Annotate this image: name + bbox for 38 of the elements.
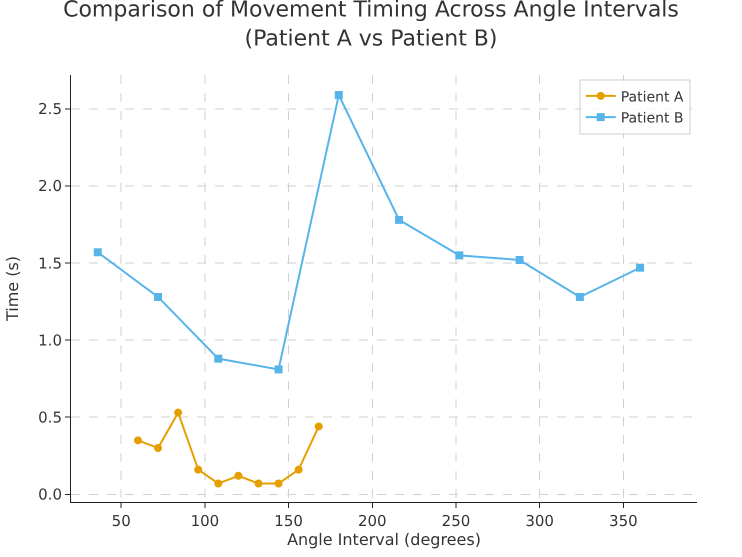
point <box>516 256 524 264</box>
point <box>94 248 102 256</box>
x-tick-label: 100 <box>190 512 220 530</box>
y-tick-label: 0.0 <box>38 486 62 504</box>
legend-label: Patient A <box>620 89 684 106</box>
point <box>154 292 162 301</box>
legend-label: Patient B <box>620 110 684 127</box>
x-tick-label: 50 <box>112 512 131 530</box>
point <box>395 216 404 224</box>
point <box>294 466 303 474</box>
x-tick-label: 300 <box>525 512 554 530</box>
x-tick-label: 200 <box>358 512 387 530</box>
point <box>455 251 464 260</box>
x-tick-label: 350 <box>609 512 638 530</box>
point <box>154 444 162 452</box>
y-tick-label: 1.5 <box>38 254 62 272</box>
point <box>214 480 222 488</box>
y-tick-label: 1.0 <box>38 331 62 350</box>
point <box>174 408 182 417</box>
point <box>234 472 242 480</box>
point <box>274 365 283 374</box>
y-tick-label: 2.0 <box>38 177 62 196</box>
point <box>194 466 202 474</box>
y-tick-label: 2.5 <box>38 100 62 118</box>
point <box>334 91 343 100</box>
point <box>576 292 584 301</box>
x-axis-title: Angle Interval (degrees) <box>287 530 481 549</box>
point <box>314 422 323 430</box>
y-axis-title: Time (s) <box>3 256 22 322</box>
y-tick-label: 0.5 <box>38 408 62 426</box>
point <box>254 480 262 488</box>
point <box>134 436 142 444</box>
x-tick-label: 150 <box>274 512 303 530</box>
point <box>274 480 283 488</box>
point <box>636 264 644 272</box>
point <box>214 354 222 363</box>
chart-title: Comparison of Movement Timing Across Angle Intervals (Patient A vs Patient B) <box>63 0 679 52</box>
x-tick-label: 250 <box>442 512 470 530</box>
